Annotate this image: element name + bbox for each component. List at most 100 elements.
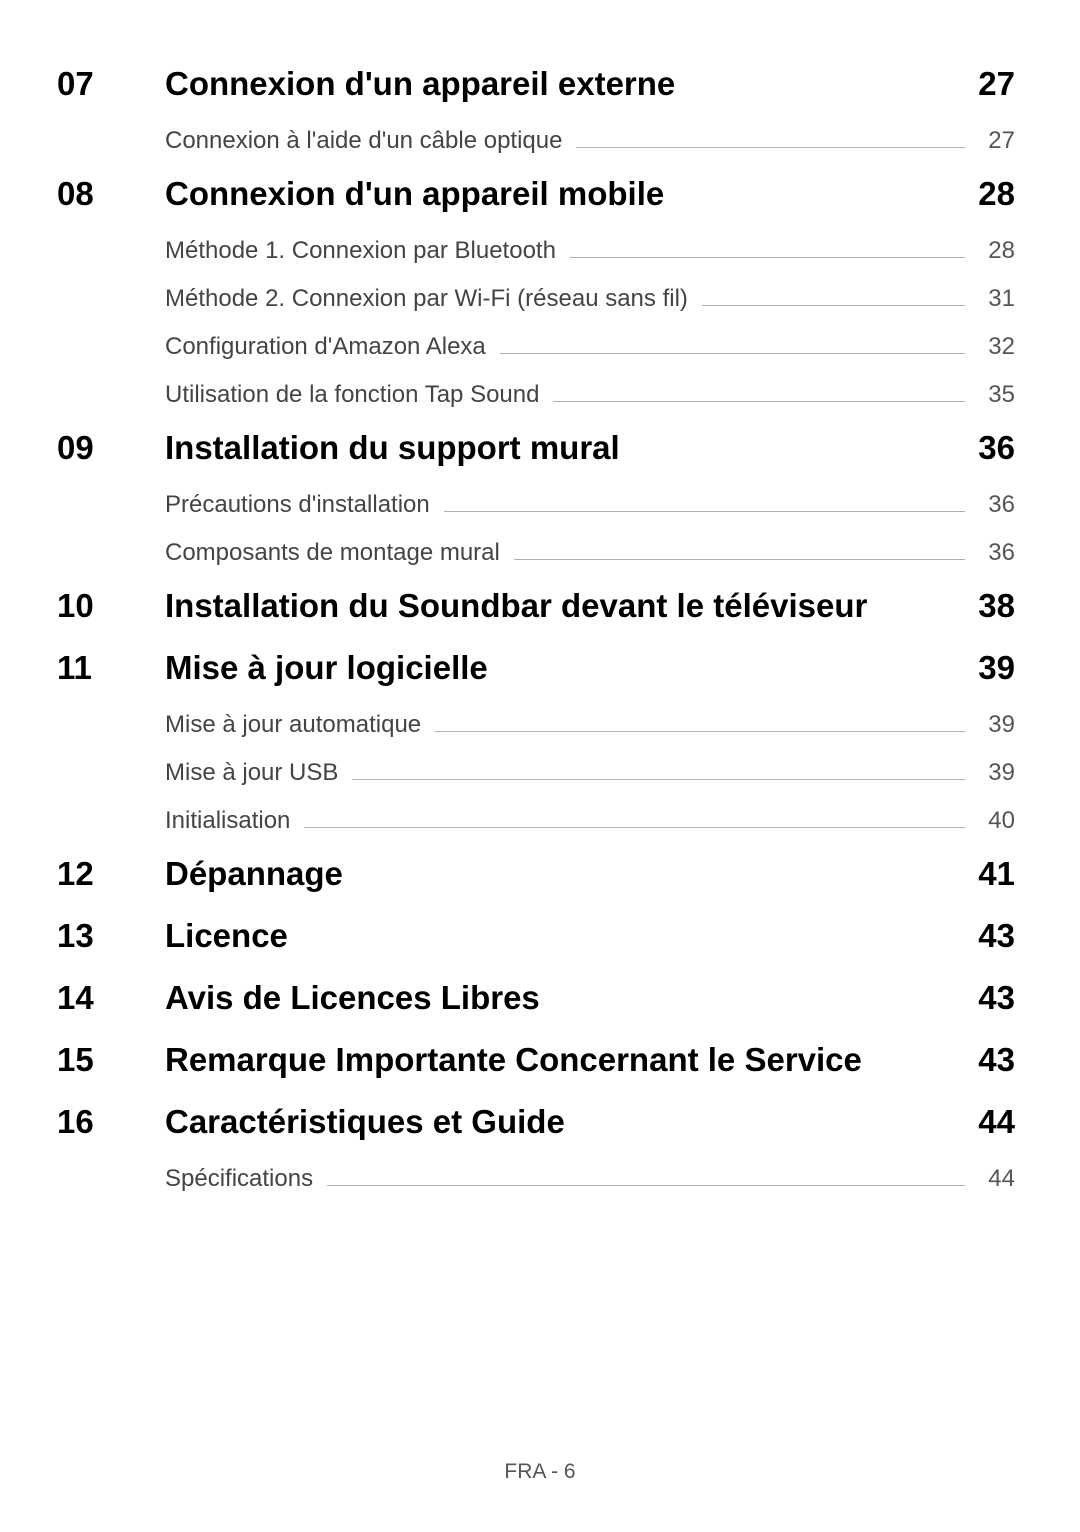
section-page-number: 39 bbox=[978, 649, 1015, 687]
footer-text: FRA - 6 bbox=[504, 1460, 575, 1483]
section-number: 13 bbox=[57, 917, 165, 955]
subitem-page-number: 32 bbox=[979, 333, 1015, 361]
toc-section: 09Installation du support mural36Précaut… bbox=[57, 429, 1015, 567]
toc-subitem[interactable]: Connexion à l'aide d'un câble optique 27 bbox=[165, 127, 1015, 155]
subitem-title: Initialisation bbox=[165, 807, 290, 835]
section-number: 11 bbox=[57, 649, 165, 687]
subitem-page-number: 36 bbox=[979, 491, 1015, 519]
toc-section-header[interactable]: 07Connexion d'un appareil externe 27 bbox=[57, 65, 1015, 103]
subitem-page-number: 31 bbox=[979, 285, 1015, 313]
leader-line bbox=[444, 511, 965, 512]
subitem-title: Méthode 1. Connexion par Bluetooth bbox=[165, 237, 556, 265]
leader-line bbox=[435, 731, 965, 732]
subitem-title: Mise à jour USB bbox=[165, 759, 338, 787]
toc-section-header[interactable]: 09Installation du support mural 36 bbox=[57, 429, 1015, 467]
toc-section-header[interactable]: 11Mise à jour logicielle 39 bbox=[57, 649, 1015, 687]
subitem-page-number: 36 bbox=[979, 539, 1015, 567]
section-page-number: 41 bbox=[978, 855, 1015, 893]
section-title: Connexion d'un appareil mobile bbox=[165, 175, 958, 213]
section-title: Dépannage bbox=[165, 855, 958, 893]
toc-section-header[interactable]: 13Licence43 bbox=[57, 917, 1015, 955]
subitem-title: Méthode 2. Connexion par Wi-Fi (réseau s… bbox=[165, 285, 688, 313]
leader-line bbox=[570, 257, 965, 258]
subitem-page-number: 28 bbox=[979, 237, 1015, 265]
toc-subitem[interactable]: Mise à jour USB 39 bbox=[165, 759, 1015, 787]
toc-section: 10Installation du Soundbar devant le tél… bbox=[57, 587, 1015, 625]
subitem-title: Utilisation de la fonction Tap Sound bbox=[165, 381, 539, 409]
leader-line bbox=[352, 779, 965, 780]
section-title: Caractéristiques et Guide bbox=[165, 1103, 958, 1141]
section-page-number: 36 bbox=[978, 429, 1015, 467]
leader-line bbox=[576, 147, 965, 148]
section-number: 12 bbox=[57, 855, 165, 893]
subitem-title: Spécifications bbox=[165, 1165, 313, 1193]
toc-section: 16Caractéristiques et Guide44Spécificati… bbox=[57, 1103, 1015, 1193]
section-title: Installation du Soundbar devant le télév… bbox=[165, 587, 958, 625]
toc-container: 07Connexion d'un appareil externe27Conne… bbox=[57, 65, 1015, 1193]
section-number: 14 bbox=[57, 979, 165, 1017]
subitem-title: Configuration d'Amazon Alexa bbox=[165, 333, 486, 361]
toc-section: 07Connexion d'un appareil externe27Conne… bbox=[57, 65, 1015, 155]
toc-subitem[interactable]: Méthode 2. Connexion par Wi-Fi (réseau s… bbox=[165, 285, 1015, 313]
section-page-number: 43 bbox=[978, 979, 1015, 1017]
toc-subitems: Connexion à l'aide d'un câble optique 27 bbox=[165, 127, 1015, 155]
toc-section-header[interactable]: 10Installation du Soundbar devant le tél… bbox=[57, 587, 1015, 625]
subitem-page-number: 27 bbox=[979, 127, 1015, 155]
leader-line bbox=[553, 401, 965, 402]
section-page-number: 27 bbox=[978, 65, 1015, 103]
subitem-page-number: 44 bbox=[979, 1165, 1015, 1193]
toc-subitems: Mise à jour automatique39Mise à jour USB… bbox=[165, 711, 1015, 835]
section-title: Installation du support mural bbox=[165, 429, 958, 467]
toc-section: 11Mise à jour logicielle 39 Mise à jour au… bbox=[57, 649, 1015, 835]
subitem-page-number: 35 bbox=[979, 381, 1015, 409]
toc-section: 15Remarque Importante Concernant le Serv… bbox=[57, 1041, 1015, 1079]
section-number: 07 bbox=[57, 65, 165, 103]
section-title: Avis de Licences Libres bbox=[165, 979, 958, 1017]
section-page-number: 43 bbox=[978, 1041, 1015, 1079]
toc-section: 14Avis de Licences Libres 43 bbox=[57, 979, 1015, 1017]
section-title: Connexion d'un appareil externe bbox=[165, 65, 958, 103]
section-number: 15 bbox=[57, 1041, 165, 1079]
toc-subitem[interactable]: Mise à jour automatique39 bbox=[165, 711, 1015, 739]
leader-line bbox=[500, 353, 965, 354]
subitem-title: Composants de montage mural bbox=[165, 539, 500, 567]
section-page-number: 43 bbox=[978, 917, 1015, 955]
toc-section-header[interactable]: 12Dépannage 41 bbox=[57, 855, 1015, 893]
leader-line bbox=[304, 827, 965, 828]
leader-line bbox=[327, 1185, 965, 1186]
toc-section-header[interactable]: 14Avis de Licences Libres 43 bbox=[57, 979, 1015, 1017]
toc-subitem[interactable]: Spécifications 44 bbox=[165, 1165, 1015, 1193]
subitem-title: Mise à jour automatique bbox=[165, 711, 421, 739]
toc-section-header[interactable]: 15Remarque Importante Concernant le Serv… bbox=[57, 1041, 1015, 1079]
section-number: 10 bbox=[57, 587, 165, 625]
toc-subitem[interactable]: Initialisation 40 bbox=[165, 807, 1015, 835]
toc-section: 13Licence43 bbox=[57, 917, 1015, 955]
section-title: Remarque Importante Concernant le Servic… bbox=[165, 1041, 958, 1079]
page-footer: FRA - 6 bbox=[0, 1460, 1080, 1484]
leader-line bbox=[514, 559, 965, 560]
subitem-page-number: 39 bbox=[979, 759, 1015, 787]
toc-section: 12Dépannage 41 bbox=[57, 855, 1015, 893]
toc-subitem[interactable]: Composants de montage mural 36 bbox=[165, 539, 1015, 567]
section-page-number: 28 bbox=[978, 175, 1015, 213]
section-title: Mise à jour logicielle bbox=[165, 649, 958, 687]
toc-subitems: Précautions d'installation36Composants d… bbox=[165, 491, 1015, 567]
subitem-title: Précautions d'installation bbox=[165, 491, 430, 519]
leader-line bbox=[702, 305, 965, 306]
section-page-number: 38 bbox=[978, 587, 1015, 625]
toc-page: 07Connexion d'un appareil externe27Conne… bbox=[0, 0, 1080, 1193]
section-number: 16 bbox=[57, 1103, 165, 1141]
toc-subitems: Spécifications 44 bbox=[165, 1165, 1015, 1193]
section-number: 09 bbox=[57, 429, 165, 467]
toc-subitems: Méthode 1. Connexion par Bluetooth28Méth… bbox=[165, 237, 1015, 409]
section-page-number: 44 bbox=[978, 1103, 1015, 1141]
toc-subitem[interactable]: Méthode 1. Connexion par Bluetooth 28 bbox=[165, 237, 1015, 265]
toc-subitem[interactable]: Utilisation de la fonction Tap Sound 35 bbox=[165, 381, 1015, 409]
toc-section: 08Connexion d'un appareil mobile28Méthod… bbox=[57, 175, 1015, 409]
toc-subitem[interactable]: Configuration d'Amazon Alexa 32 bbox=[165, 333, 1015, 361]
subitem-title: Connexion à l'aide d'un câble optique bbox=[165, 127, 562, 155]
toc-subitem[interactable]: Précautions d'installation 36 bbox=[165, 491, 1015, 519]
subitem-page-number: 40 bbox=[979, 807, 1015, 835]
toc-section-header[interactable]: 08Connexion d'un appareil mobile28 bbox=[57, 175, 1015, 213]
toc-section-header[interactable]: 16Caractéristiques et Guide 44 bbox=[57, 1103, 1015, 1141]
